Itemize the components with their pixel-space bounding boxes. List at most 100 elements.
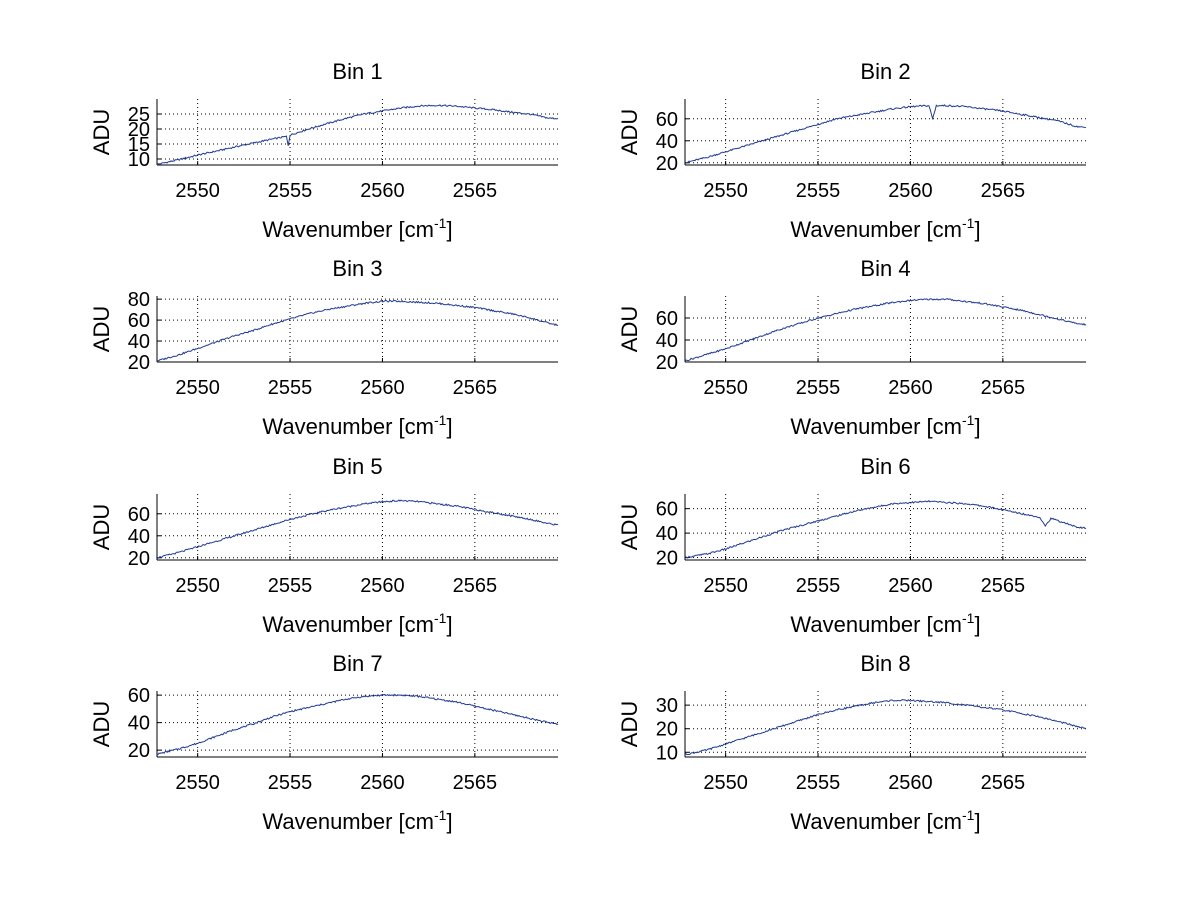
x-tick-label: 2555: [268, 180, 313, 202]
x-tick-label: 2550: [703, 575, 748, 597]
x-tick-label: 2565: [981, 575, 1026, 597]
y-axis-label: ADU: [617, 306, 642, 352]
subplot-title: Bin 8: [860, 651, 910, 676]
y-tick-label: 10: [656, 742, 678, 764]
x-tick-label: 2550: [175, 180, 220, 202]
y-tick-label: 80: [128, 289, 150, 311]
series-line-1: [684, 298, 1087, 362]
x-axis-label: Wavenumber [cm-1]: [262, 412, 452, 439]
y-tick-label: 60: [656, 499, 678, 521]
x-axis-label-text: Wavenumber [cm: [262, 809, 434, 834]
x-axis-label-superscript: -1: [962, 215, 975, 231]
x-axis-label: Wavenumber [cm-1]: [790, 412, 980, 439]
x-tick-label: 2565: [981, 377, 1026, 399]
series-line-1: [156, 104, 559, 166]
y-tick-label: 20: [656, 719, 678, 741]
x-axis-label: Wavenumber [cm-1]: [262, 610, 452, 637]
subplot-bin-7: Bin 7 2550 2555 2560 2565 20 40 60 Wavenumber [c…: [89, 651, 559, 834]
x-axis-label-text: Wavenumber [cm: [262, 414, 434, 439]
x-tick-label: 2560: [360, 772, 405, 794]
y-tick-label: 20: [656, 352, 678, 374]
x-axis-label-bracket: ]: [974, 414, 980, 439]
y-tick-label: 40: [128, 526, 150, 548]
x-tick-label: 2550: [703, 377, 748, 399]
y-tick-label: 40: [656, 131, 678, 153]
y-tick-label: 60: [656, 308, 678, 330]
y-tick-label: 40: [656, 523, 678, 545]
y-tick-label: 30: [656, 695, 678, 717]
x-tick-label: 2555: [268, 772, 313, 794]
x-tick-label: 2550: [175, 377, 220, 399]
x-axis-label-superscript: -1: [434, 215, 447, 231]
x-axis-label: Wavenumber [cm-1]: [262, 807, 452, 834]
y-axis-label: ADU: [617, 701, 642, 747]
y-tick-label: 20: [656, 153, 678, 175]
x-axis-label-superscript: -1: [434, 807, 447, 823]
x-axis-label-text: Wavenumber [cm: [790, 612, 962, 637]
series-line-1: [684, 499, 1087, 559]
x-tick-label: 2560: [360, 575, 405, 597]
y-axis-label: ADU: [89, 701, 114, 747]
x-axis-label: Wavenumber [cm-1]: [790, 610, 980, 637]
x-axis-label: Wavenumber [cm-1]: [790, 807, 980, 834]
y-tick-label: 10: [128, 149, 150, 171]
subplot-title: Bin 1: [332, 59, 382, 84]
x-axis-label-superscript: -1: [962, 412, 975, 428]
x-tick-label: 2560: [888, 772, 933, 794]
y-tick-label: 20: [128, 352, 150, 374]
x-tick-label: 2560: [360, 377, 405, 399]
y-tick-label: 20: [128, 119, 150, 141]
x-axis-label-superscript: -1: [434, 610, 447, 626]
x-tick-label: 2555: [796, 377, 841, 399]
x-tick-label: 2560: [888, 377, 933, 399]
x-tick-label: 2550: [175, 772, 220, 794]
subplot-title: Bin 3: [332, 256, 382, 281]
x-tick-label: 2555: [268, 377, 313, 399]
x-axis-label-bracket: ]: [974, 612, 980, 637]
x-axis-label-text: Wavenumber [cm: [262, 217, 434, 242]
x-axis-label: Wavenumber [cm-1]: [790, 215, 980, 242]
x-axis-label-text: Wavenumber [cm: [790, 809, 962, 834]
y-axis-label: ADU: [617, 504, 642, 550]
x-axis-label-superscript: -1: [962, 610, 975, 626]
x-tick-label: 2555: [268, 575, 313, 597]
series-line-1: [156, 693, 559, 756]
y-axis-label: ADU: [617, 109, 642, 155]
x-tick-label: 2550: [175, 575, 220, 597]
x-axis-label-text: Wavenumber [cm: [262, 612, 434, 637]
x-axis-label-superscript: -1: [962, 807, 975, 823]
series-line-1: [156, 499, 559, 559]
x-tick-label: 2560: [888, 575, 933, 597]
series-line-1: [156, 299, 559, 362]
x-tick-label: 2550: [703, 180, 748, 202]
x-axis-label-text: Wavenumber [cm: [790, 414, 962, 439]
x-axis-label-bracket: ]: [974, 217, 980, 242]
x-axis-label-bracket: ]: [446, 612, 452, 637]
x-tick-label: 2550: [703, 772, 748, 794]
y-axis-label: ADU: [89, 306, 114, 352]
x-axis-label-text: Wavenumber [cm: [790, 217, 962, 242]
y-tick-label: 60: [128, 685, 150, 707]
x-tick-label: 2565: [453, 772, 498, 794]
x-tick-label: 2560: [360, 180, 405, 202]
y-tick-label: 60: [656, 109, 678, 131]
subplot-title: Bin 5: [332, 454, 382, 479]
series-line-1: [684, 104, 1087, 164]
x-tick-label: 2565: [453, 180, 498, 202]
x-tick-label: 2560: [888, 180, 933, 202]
y-tick-label: 20: [128, 740, 150, 762]
y-axis-label: ADU: [89, 109, 114, 155]
x-axis-label-superscript: -1: [434, 412, 447, 428]
x-tick-label: 2565: [453, 377, 498, 399]
x-tick-label: 2565: [981, 772, 1026, 794]
x-tick-label: 2565: [453, 575, 498, 597]
subplot-title: Bin 6: [860, 454, 910, 479]
